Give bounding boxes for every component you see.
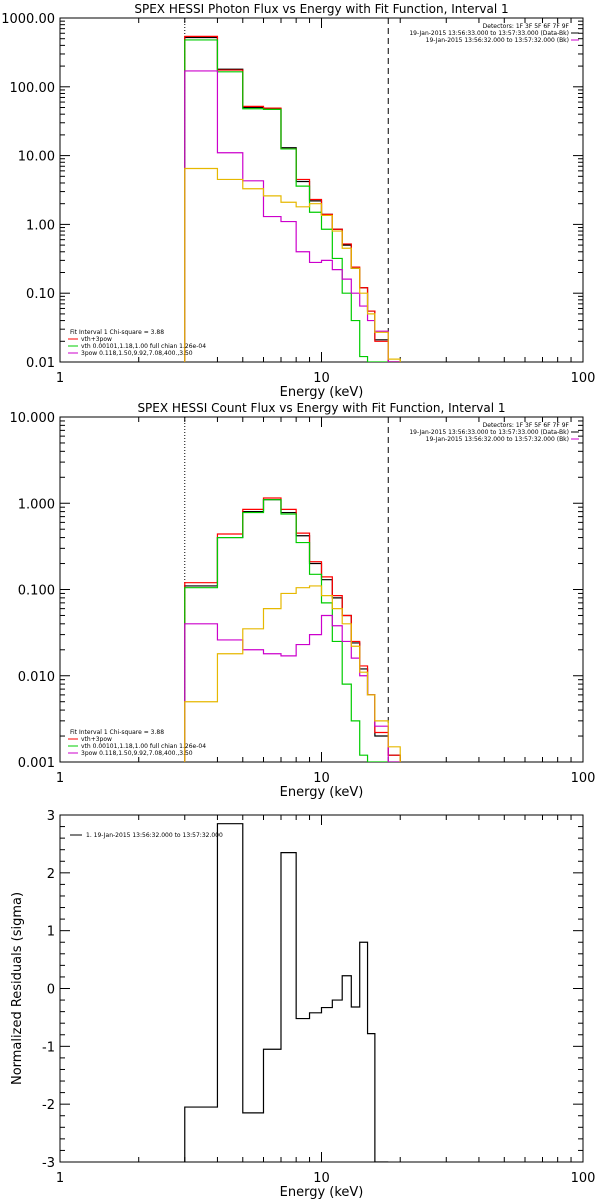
y-tick-label: 1.00 (26, 218, 55, 233)
legend-left-entry: 3pow 0.118,1.50,9.92,7.08,400.,3.50 (81, 750, 193, 757)
y-tick-label: 100.00 (10, 81, 56, 96)
y-tick-label: 0.10 (26, 287, 55, 302)
y-tick-label: 1000.00 (1, 12, 55, 27)
x-axis-label: Energy (keV) (280, 1185, 364, 1200)
plot-frame (59, 814, 584, 1163)
x-tick-label: 100 (571, 771, 596, 786)
y-tick-label: 0.100 (18, 584, 55, 599)
legend-left-entry: vth+3pow (81, 736, 112, 743)
x-tick-label: 1 (56, 771, 64, 786)
x-tick-label: 100 (571, 371, 596, 386)
legend-left-entry: vth+3pow (81, 336, 112, 343)
x-axis-label: Energy (keV) (280, 785, 364, 800)
x-tick-label: 10 (313, 1171, 330, 1186)
x-tick-label: 1 (56, 1171, 64, 1186)
y-axis-label: Normalized Residuals (sigma) (10, 892, 25, 1085)
legend-left-entry: vth 0.00101,1.18,1.00 full chian 1.26e-0… (81, 743, 206, 750)
legend-left-entry: 3pow 0.118,1.50,9.92,7.08,400.,3.50 (81, 350, 193, 357)
y-tick-label: 0.01 (26, 356, 55, 371)
y-tick-label: 10.000 (10, 411, 56, 426)
legend-right-entry: 19-Jan-2015 13:56:33.000 to 13:57:33.000… (409, 429, 569, 436)
y-tick-label: -2 (42, 1098, 55, 1113)
y-tick-label: 0 (47, 983, 55, 998)
x-tick-label: 100 (571, 1171, 596, 1186)
legend-right-entry: Detectors: 1F 3F 5F 6F 7F 9F (483, 422, 570, 429)
series-4-line (184, 70, 401, 362)
legend-right-entry: 19-Jan-2015 13:56:33.000 to 13:57:33.000… (409, 30, 569, 37)
series-3-line (184, 499, 401, 762)
x-tick-label: 10 (313, 371, 330, 386)
series-1-line (184, 823, 389, 1162)
plot-frame (59, 17, 584, 363)
x-tick-label: 1 (56, 371, 64, 386)
x-tick-label: 10 (313, 771, 330, 786)
legend-left-entry: 1. 19-Jan-2015 13:56:32.000 to 13:57:32.… (86, 832, 223, 839)
legend-left-entry: Fit Interval 1 Chi-square = 3.88 (70, 329, 164, 336)
series-group (184, 35, 401, 362)
series-5-line (184, 167, 401, 362)
y-tick-label: 10.00 (18, 150, 55, 165)
y-tick-label: 1.000 (18, 497, 55, 512)
legend-left-entry: vth 0.00101,1.18,1.00 full chian 1.26e-0… (81, 343, 206, 350)
series-5-line (184, 585, 401, 762)
y-tick-label: 0.001 (18, 756, 55, 771)
y-tick-label: -1 (42, 1040, 55, 1055)
legend-left-entry: Fit Interval 1 Chi-square = 3.88 (70, 729, 164, 736)
x-axis-label: Energy (keV) (280, 385, 364, 400)
legend-right-entry: 19-Jan-2015 13:56:32.000 to 13:57:32.000… (426, 37, 569, 44)
legend-right-entry: Detectors: 1F 3F 5F 6F 7F 9F (483, 23, 570, 30)
series-group (184, 823, 389, 1162)
legend-right-entry: 19-Jan-2015 13:56:32.000 to 13:57:32.000… (426, 436, 569, 443)
y-tick-label: -3 (42, 1156, 55, 1171)
y-tick-label: 2 (47, 867, 55, 882)
chart-panel-2: SPEX HESSI Count Flux vs Energy with Fit… (10, 401, 596, 800)
series-group (184, 497, 401, 762)
y-tick-label: 3 (47, 809, 55, 824)
chart-title: SPEX HESSI Count Flux vs Energy with Fit… (137, 401, 505, 415)
y-tick-label: 1 (47, 925, 55, 940)
y-tick-label: 0.010 (18, 670, 55, 685)
chart-title: SPEX HESSI Photon Flux vs Energy with Fi… (134, 2, 508, 16)
chart-panel-1: SPEX HESSI Photon Flux vs Energy with Fi… (1, 2, 595, 400)
